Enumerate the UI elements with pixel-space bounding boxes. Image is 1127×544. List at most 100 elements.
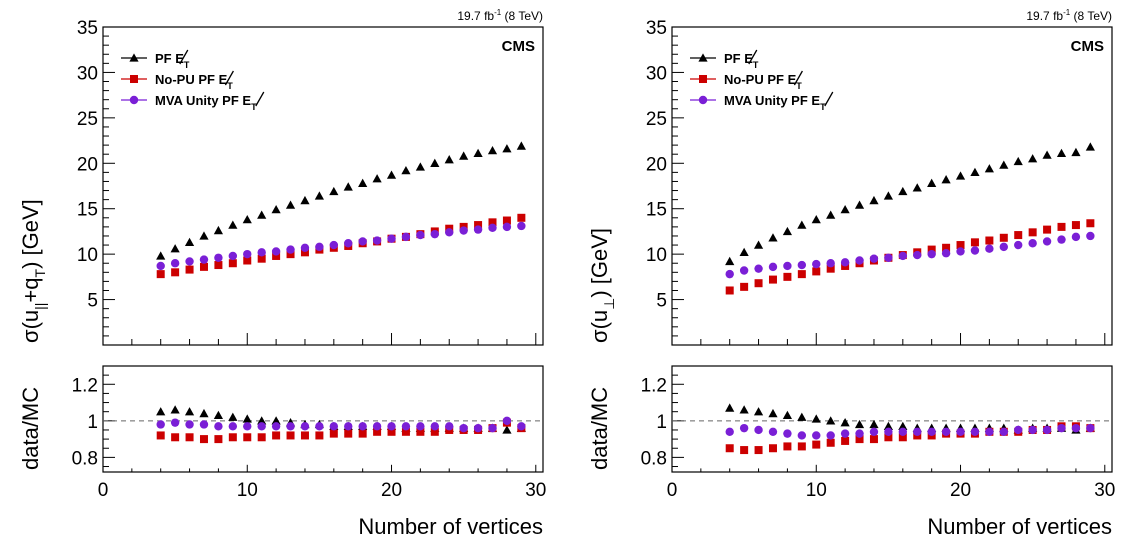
legend-met-subscript: T [227, 81, 233, 91]
data-point [315, 242, 324, 252]
data-point [474, 221, 483, 230]
y-tick-label: 35 [77, 18, 98, 39]
ratio-point [228, 422, 238, 431]
y-tick-label: 10 [646, 245, 667, 266]
data-point [459, 151, 469, 160]
legend-entry: PF ET [155, 51, 190, 70]
data-point [473, 225, 483, 234]
legend-met-slash [793, 70, 803, 86]
data-point [754, 279, 763, 288]
y-axis-title-end: ) [GeV] [587, 228, 612, 298]
data-point [170, 244, 180, 253]
data-point [927, 249, 936, 259]
y-axis-title-sub: ⊥ [601, 298, 617, 310]
ratio-point [768, 408, 778, 418]
data-point [725, 286, 734, 295]
ratio-point [213, 410, 224, 420]
data-point [243, 249, 252, 259]
legend-met-symbol: E [744, 51, 753, 66]
data-point [228, 251, 238, 261]
chart-panel-2: 19.7 fb-1 (8 TeV) CMS 0 10 20 30 5 10 15 20 25 30 35… [587, 8, 1115, 539]
data-point [517, 213, 526, 222]
ratio-point [156, 407, 166, 416]
luminosity-unit-exponent: -1 [494, 8, 502, 17]
data-point [228, 220, 238, 229]
y-axis-title: σ(u||+qT) [GeV] [18, 199, 48, 343]
data-point [285, 200, 296, 209]
ratio-point [754, 446, 763, 455]
data-point [459, 226, 468, 235]
ratio-point [999, 427, 1009, 436]
data-point [1028, 228, 1037, 237]
ratio-point [271, 416, 281, 425]
ratio-point [841, 436, 850, 445]
ratio-point [855, 435, 864, 444]
ratio-point [797, 442, 806, 451]
data-point [314, 191, 324, 200]
data-point [840, 205, 850, 214]
ratio-point [242, 414, 252, 423]
luminosity-label: 19.7 fb-1 (8 TeV) [1026, 8, 1112, 23]
data-point [1057, 235, 1066, 244]
data-point [970, 238, 979, 247]
data-point [840, 258, 850, 267]
data-point [1086, 219, 1095, 228]
ratio-point [826, 416, 836, 425]
legend-met-symbol: E [811, 93, 820, 108]
ratio-point [517, 422, 526, 431]
ratio-point [970, 427, 980, 436]
ratio-point [753, 407, 764, 416]
legend-met-slash [179, 49, 189, 65]
ratio-point [271, 422, 281, 431]
data-point [826, 259, 835, 268]
ratio-point [185, 433, 194, 442]
ratio-point [782, 410, 793, 420]
ratio-point [985, 427, 994, 436]
data-point [228, 259, 237, 268]
data-point [488, 223, 497, 232]
data-point [415, 162, 425, 171]
ratio-point [344, 429, 353, 438]
data-point [257, 210, 267, 219]
ratio-point [199, 420, 209, 429]
x-tick-label: 30 [1094, 480, 1115, 501]
ratio-point [1071, 423, 1081, 433]
y-tick-label: 15 [646, 200, 667, 221]
data-point [272, 251, 281, 260]
data-point [768, 233, 778, 242]
ratio-point [884, 427, 893, 436]
data-point [401, 232, 411, 242]
y-axis-title-base: σ(u [18, 310, 43, 343]
ratio-point [243, 433, 252, 442]
data-point [1056, 148, 1067, 157]
ratio-point [329, 429, 338, 438]
experiment-label: CMS [1071, 38, 1104, 55]
data-point [488, 218, 497, 227]
data-point [1042, 150, 1052, 159]
data-point [1057, 222, 1066, 231]
legend-entry: MVA Unity PF ET [724, 93, 826, 112]
data-point [170, 259, 180, 268]
ratio-point [243, 422, 252, 431]
ratio-point [315, 422, 324, 431]
data-point [739, 266, 749, 275]
data-point [913, 250, 922, 260]
data-point [1085, 142, 1095, 151]
data-point [286, 250, 295, 259]
data-point [754, 264, 763, 273]
data-point [725, 256, 735, 266]
ratio-point [768, 444, 777, 453]
luminosity-value: 19.7 fb [457, 9, 494, 23]
data-point [300, 243, 310, 252]
legend-series-name: PF [155, 51, 175, 66]
data-point [985, 244, 994, 253]
experiment-label: CMS [502, 38, 535, 55]
x-tick-label: 10 [237, 480, 258, 501]
data-point [1071, 221, 1080, 230]
data-point [286, 245, 295, 254]
ratio-point [869, 435, 878, 444]
data-point [214, 261, 223, 270]
legend-met-subscript: T [251, 102, 257, 112]
ratio-point [257, 416, 267, 425]
